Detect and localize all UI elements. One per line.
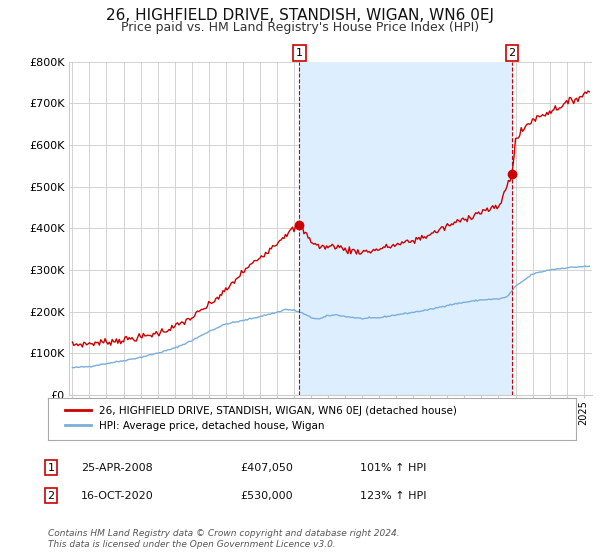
Text: Contains HM Land Registry data © Crown copyright and database right 2024.
This d: Contains HM Land Registry data © Crown c… bbox=[48, 529, 400, 549]
Bar bbox=[299, 62, 512, 395]
Text: 25-APR-2008: 25-APR-2008 bbox=[81, 463, 153, 473]
Text: 123% ↑ HPI: 123% ↑ HPI bbox=[360, 491, 427, 501]
Legend: 26, HIGHFIELD DRIVE, STANDISH, WIGAN, WN6 0EJ (detached house), HPI: Average pri: 26, HIGHFIELD DRIVE, STANDISH, WIGAN, WN… bbox=[58, 399, 463, 438]
Text: 1: 1 bbox=[47, 463, 55, 473]
Text: £407,050: £407,050 bbox=[240, 463, 293, 473]
Text: 26, HIGHFIELD DRIVE, STANDISH, WIGAN, WN6 0EJ: 26, HIGHFIELD DRIVE, STANDISH, WIGAN, WN… bbox=[106, 8, 494, 24]
Text: 2: 2 bbox=[508, 48, 515, 58]
Text: 1: 1 bbox=[296, 48, 303, 58]
Text: Price paid vs. HM Land Registry's House Price Index (HPI): Price paid vs. HM Land Registry's House … bbox=[121, 21, 479, 34]
Text: 101% ↑ HPI: 101% ↑ HPI bbox=[360, 463, 427, 473]
Text: 16-OCT-2020: 16-OCT-2020 bbox=[81, 491, 154, 501]
Text: 2: 2 bbox=[47, 491, 55, 501]
Text: £530,000: £530,000 bbox=[240, 491, 293, 501]
